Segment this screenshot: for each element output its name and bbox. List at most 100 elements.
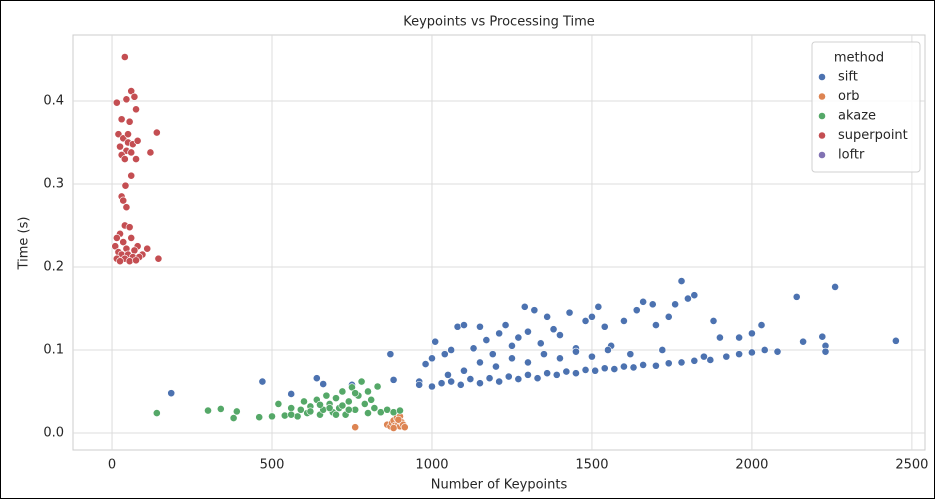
- point: [120, 155, 129, 163]
- x-axis-label: Number of Keypoints: [431, 478, 568, 493]
- point: [132, 256, 140, 265]
- point: [332, 410, 340, 419]
- y-tick-label: 0.0: [43, 425, 64, 440]
- point: [146, 148, 155, 157]
- point: [428, 354, 436, 363]
- point: [116, 142, 124, 151]
- y-tick-label: 0.1: [43, 342, 64, 357]
- point: [152, 409, 161, 417]
- point: [338, 387, 347, 396]
- point: [152, 128, 161, 137]
- point: [293, 412, 302, 421]
- point: [306, 407, 315, 416]
- point: [466, 375, 475, 383]
- point: [287, 390, 296, 398]
- point: [604, 346, 612, 354]
- point: [469, 344, 478, 353]
- point: [757, 321, 766, 329]
- point: [460, 366, 468, 375]
- point: [357, 377, 366, 386]
- x-tick-label: 2500: [895, 458, 928, 473]
- point: [130, 246, 139, 255]
- point: [488, 350, 497, 359]
- point: [370, 404, 379, 412]
- point: [130, 92, 139, 101]
- point: [748, 348, 756, 357]
- point: [504, 372, 513, 381]
- point: [530, 306, 539, 315]
- point: [132, 155, 140, 163]
- point: [204, 406, 212, 415]
- point: [677, 358, 686, 367]
- point: [367, 395, 376, 404]
- point: [652, 361, 660, 370]
- point: [626, 350, 635, 359]
- point: [300, 397, 308, 406]
- point: [891, 336, 900, 345]
- point: [773, 347, 782, 356]
- point: [690, 356, 699, 365]
- point: [124, 130, 132, 139]
- point: [373, 382, 382, 391]
- point: [588, 352, 596, 361]
- point: [287, 404, 296, 412]
- x-tick-label: 500: [260, 458, 285, 473]
- point: [600, 364, 609, 373]
- point: [514, 333, 523, 342]
- point: [319, 380, 328, 388]
- point: [792, 292, 801, 301]
- point: [351, 389, 360, 398]
- legend-marker: [818, 92, 826, 101]
- point: [476, 322, 484, 331]
- point: [322, 391, 331, 400]
- point: [476, 358, 484, 367]
- x-tick-label: 1000: [415, 458, 448, 473]
- y-tick-label: 0.3: [43, 176, 64, 191]
- point: [112, 234, 121, 242]
- point: [594, 302, 603, 311]
- point: [351, 423, 360, 432]
- point: [543, 369, 552, 378]
- point: [132, 105, 140, 114]
- point: [440, 350, 449, 359]
- x-tick-label: 0: [108, 458, 116, 473]
- point: [232, 407, 241, 416]
- legend-marker: [818, 112, 826, 120]
- point: [508, 341, 516, 350]
- point: [799, 337, 808, 346]
- legend-marker: [818, 151, 826, 159]
- point: [495, 377, 504, 386]
- point: [460, 321, 468, 329]
- point: [394, 415, 403, 424]
- point: [565, 308, 574, 317]
- legend-label: akaze: [838, 109, 876, 124]
- point: [229, 414, 238, 422]
- point: [127, 234, 136, 242]
- point: [581, 366, 590, 374]
- point: [620, 317, 628, 325]
- point: [154, 254, 163, 263]
- legend-title: method: [834, 51, 884, 66]
- point: [600, 322, 609, 331]
- point: [620, 362, 628, 371]
- point: [258, 377, 267, 386]
- point: [453, 322, 462, 331]
- point: [514, 375, 523, 383]
- point: [316, 400, 324, 409]
- point: [344, 405, 353, 414]
- point: [338, 401, 347, 410]
- point: [664, 359, 673, 368]
- point: [648, 300, 657, 309]
- point: [396, 406, 404, 415]
- point: [632, 306, 641, 315]
- point: [677, 277, 686, 285]
- legend-label: orb: [838, 89, 860, 104]
- point: [415, 380, 424, 389]
- point: [524, 358, 532, 367]
- legend-entries: sift orb akaze superpoint loftr: [818, 70, 908, 163]
- point: [610, 365, 619, 373]
- point: [127, 171, 136, 180]
- point: [533, 374, 542, 383]
- point: [421, 360, 430, 368]
